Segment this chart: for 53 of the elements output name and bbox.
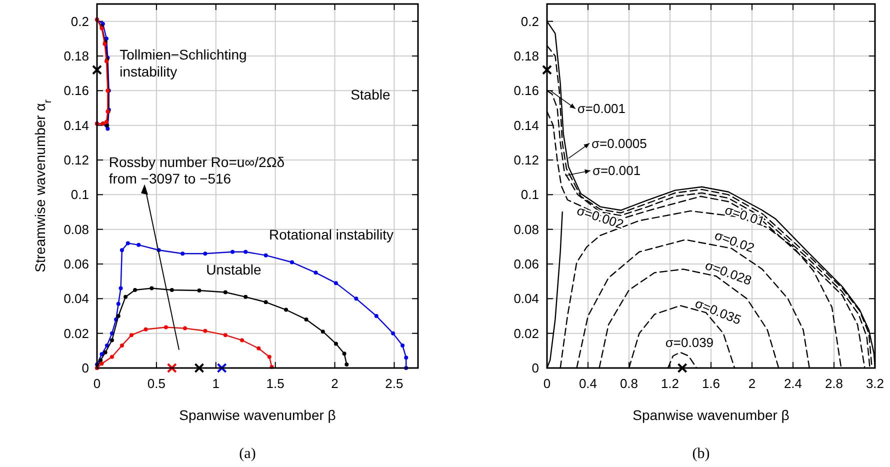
x-tick-label: 1 bbox=[212, 376, 220, 391]
y-tick-label: 0.08 bbox=[514, 222, 539, 237]
annotation: σ=0.02 bbox=[712, 227, 756, 256]
x-tick-label: 2 bbox=[748, 376, 756, 391]
y-tick-label: 0 bbox=[532, 360, 539, 376]
x-tick-label: 2.4 bbox=[784, 376, 802, 391]
y-tick-label: 0.06 bbox=[514, 256, 539, 272]
annotation: σ=0.028 bbox=[703, 257, 754, 288]
y-tick-label: 0.04 bbox=[514, 291, 539, 306]
x-tick-label: 2.8 bbox=[824, 376, 844, 391]
annotation: σ=0.002 bbox=[575, 202, 626, 232]
annotation: Rossby number Ro=u∞/2Ωδ from −3097 to −516 bbox=[108, 154, 285, 187]
y-tick-label: 0.2 bbox=[520, 14, 539, 29]
annotation: σ=0.001 bbox=[577, 101, 626, 116]
x-tick-label: 1.2 bbox=[660, 376, 680, 391]
annotation: σ=0.039 bbox=[665, 335, 714, 350]
x-tick-label: 2.5 bbox=[385, 376, 404, 391]
y-tick-label: 0.06 bbox=[64, 256, 89, 272]
annotation: σ=0.001 bbox=[592, 163, 641, 178]
y-tick-label: 0 bbox=[82, 360, 89, 376]
x-tick-label: 0 bbox=[93, 376, 101, 391]
x-tick-label: 3.2 bbox=[866, 376, 884, 391]
y-tick-label: 0.18 bbox=[514, 48, 539, 64]
annotation: Tollmien−Schlichting instability bbox=[120, 46, 247, 80]
y-tick-label: 0.14 bbox=[64, 118, 89, 133]
y-tick-label: 0.16 bbox=[64, 83, 89, 98]
annotation: Unstable bbox=[206, 261, 262, 278]
y-tick-label: 0.08 bbox=[64, 222, 89, 237]
x-axis-title: Spanwise wavenumber β bbox=[179, 407, 336, 423]
x-tick-label: 0 bbox=[543, 376, 551, 391]
x-tick-label: 1.6 bbox=[702, 376, 720, 391]
y-tick-label: 0.04 bbox=[64, 291, 89, 306]
x-tick-label: 0.4 bbox=[578, 376, 598, 391]
y-tick-label: 0.12 bbox=[64, 152, 89, 168]
y-tick-label: 0.1 bbox=[70, 187, 89, 202]
y-tick-label: 0.18 bbox=[64, 48, 89, 64]
x-tick-label: 0.5 bbox=[147, 376, 166, 391]
x-axis-title: Spanwise wavenumber β bbox=[632, 407, 790, 423]
text: (b) bbox=[692, 446, 710, 462]
annotation: Rotational instability bbox=[268, 226, 394, 243]
y-tick-label: 0.14 bbox=[514, 118, 539, 133]
annotation: σ=0.0005 bbox=[592, 136, 647, 151]
annotation: Stable bbox=[350, 86, 391, 102]
x-tick-label: 0.8 bbox=[620, 376, 638, 391]
x-tick-label: 1.5 bbox=[266, 376, 284, 391]
y-tick-label: 0.1 bbox=[520, 187, 539, 202]
y-tick-label: 0.2 bbox=[70, 14, 89, 29]
y-tick-label: 0.02 bbox=[514, 326, 539, 341]
y-tick-label: 0.02 bbox=[64, 326, 89, 341]
y-tick-label: 0.12 bbox=[514, 152, 539, 168]
x-tick-label: 2 bbox=[331, 376, 338, 391]
text: (a) bbox=[239, 446, 256, 462]
y-tick-label: 0.16 bbox=[514, 83, 539, 98]
